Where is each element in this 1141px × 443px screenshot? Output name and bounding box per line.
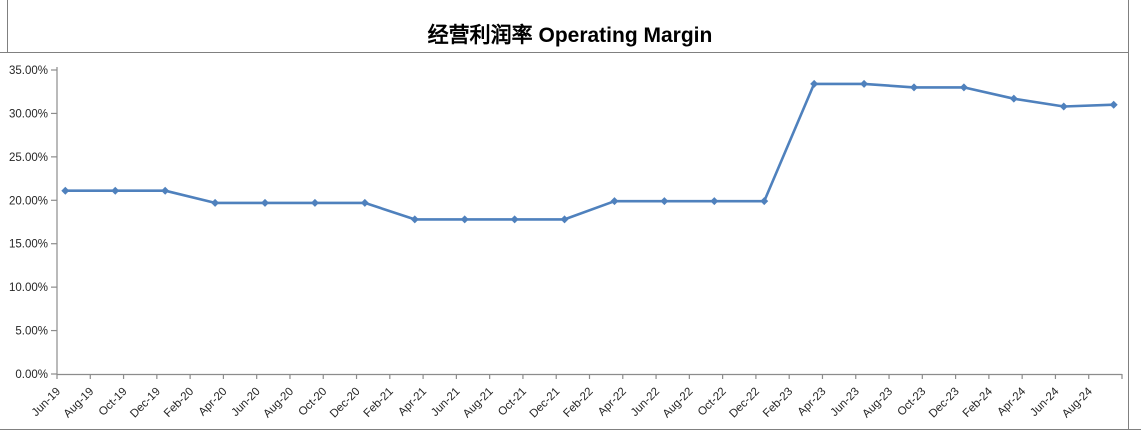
data-point-marker bbox=[560, 215, 569, 224]
x-tick-label: Dec-19 bbox=[128, 386, 163, 421]
y-tick-label: 10.00% bbox=[9, 282, 48, 294]
x-tick-label: Jun-23 bbox=[829, 386, 862, 419]
x-tick-label: Jun-24 bbox=[1028, 385, 1062, 419]
y-tick-label: 15.00% bbox=[9, 239, 48, 251]
data-point-marker bbox=[1009, 94, 1018, 103]
x-tick-label: Jun-20 bbox=[229, 386, 262, 419]
data-point-marker bbox=[760, 197, 769, 206]
data-point-marker bbox=[360, 198, 369, 207]
x-tick-label: Jun-19 bbox=[30, 386, 63, 419]
x-tick-label: Aug-24 bbox=[1060, 385, 1095, 420]
x-tick-label: Oct-21 bbox=[496, 386, 529, 419]
data-point-marker bbox=[261, 198, 270, 207]
x-tick-label: Jun-22 bbox=[629, 386, 662, 419]
data-point-marker bbox=[510, 215, 519, 224]
data-point-marker bbox=[710, 197, 719, 206]
series-line-group bbox=[61, 79, 1118, 224]
data-point-marker bbox=[610, 197, 619, 206]
data-point-marker bbox=[410, 215, 419, 224]
chart-title: 经营利润率 Operating Margin bbox=[428, 23, 713, 47]
x-tick-label: Aug-21 bbox=[461, 386, 496, 421]
x-tick-label: Apr-24 bbox=[995, 385, 1028, 418]
x-tick-label: Dec-20 bbox=[328, 386, 363, 421]
x-tick-label: Aug-22 bbox=[661, 386, 696, 421]
x-tick-label: Apr-20 bbox=[197, 386, 230, 419]
data-point-marker bbox=[810, 79, 819, 88]
y-axis: 35.00% 30.00% 25.00% 20.00% 15.00% 10.00% 5.00… bbox=[9, 65, 58, 381]
data-point-marker bbox=[161, 186, 170, 195]
y-tick-label: 5.00% bbox=[15, 326, 48, 338]
data-point-marker bbox=[1059, 102, 1068, 111]
cell-borders bbox=[0, 0, 1141, 430]
x-tick-label: Feb-21 bbox=[362, 386, 396, 420]
y-tick-label: 25.00% bbox=[9, 152, 48, 164]
x-tick-label: Feb-22 bbox=[561, 386, 595, 420]
series-polyline bbox=[64, 82, 1115, 221]
x-tick-label: Jun-21 bbox=[429, 386, 462, 419]
data-point-marker bbox=[61, 186, 70, 195]
x-tick-label: Feb-24 bbox=[961, 385, 996, 420]
x-tick-label: Oct-23 bbox=[896, 386, 929, 419]
data-point-marker bbox=[460, 215, 469, 224]
x-tick-label: Dec-23 bbox=[927, 386, 962, 421]
x-tick-label: Apr-21 bbox=[396, 386, 429, 419]
x-tick-label: Aug-23 bbox=[860, 386, 895, 421]
x-tick-label: Aug-20 bbox=[261, 386, 296, 421]
x-tick-label: Feb-20 bbox=[162, 386, 196, 420]
data-point-marker bbox=[860, 79, 869, 88]
x-tick-label: Dec-21 bbox=[528, 386, 563, 421]
y-tick-label: 0.00% bbox=[15, 369, 48, 381]
x-tick-label: Oct-20 bbox=[296, 386, 329, 419]
y-tick-label: 30.00% bbox=[9, 108, 48, 120]
x-tick-label: Oct-22 bbox=[696, 386, 729, 419]
x-tick-label: Oct-19 bbox=[97, 386, 130, 419]
data-point-marker bbox=[959, 83, 968, 92]
data-point-marker bbox=[310, 198, 319, 207]
x-tick-label: Dec-22 bbox=[727, 386, 762, 421]
data-point-marker bbox=[111, 186, 120, 195]
x-tick-label: Apr-22 bbox=[596, 386, 629, 419]
data-point-marker bbox=[211, 198, 220, 207]
x-tick-label: Feb-23 bbox=[761, 386, 795, 420]
x-tick-label: Apr-23 bbox=[796, 386, 829, 419]
y-tick-label: 20.00% bbox=[9, 195, 48, 207]
data-point-marker bbox=[1109, 100, 1118, 109]
x-tick-label: Aug-19 bbox=[62, 386, 97, 421]
y-tick-label: 35.00% bbox=[9, 65, 48, 77]
data-point-marker bbox=[660, 197, 669, 206]
data-point-marker bbox=[909, 83, 918, 92]
